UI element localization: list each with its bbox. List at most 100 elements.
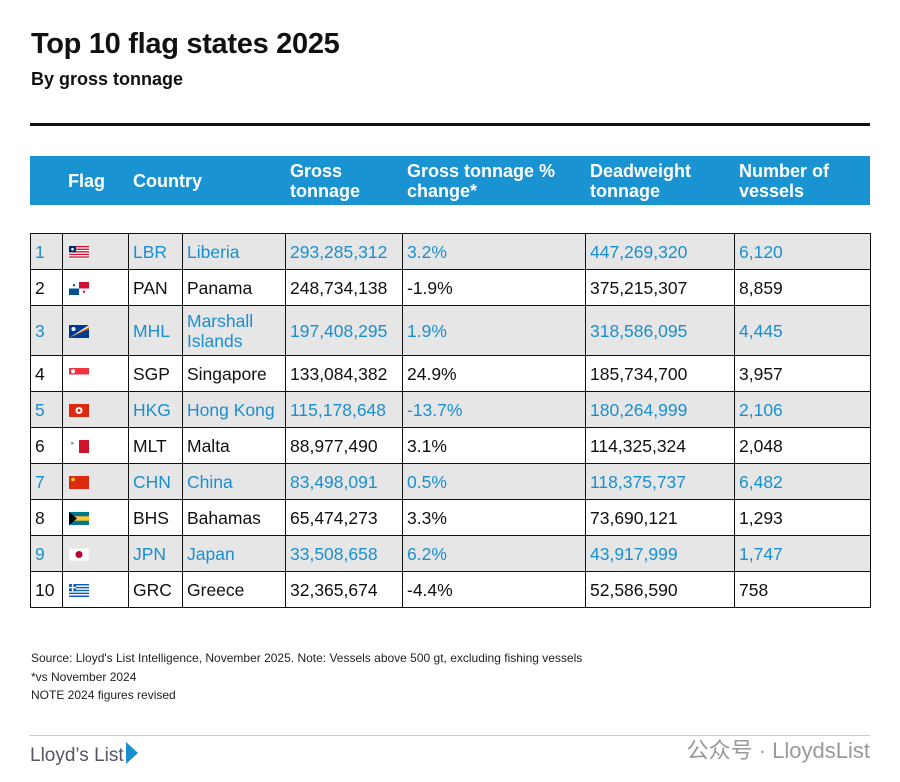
gross-tonnage-cell: 83,498,091 (285, 463, 403, 500)
header-deadweight: Deadweight tonnage (590, 161, 692, 201)
rank-cell: 4 (30, 355, 63, 392)
vessels-cell: 1,293 (734, 499, 871, 536)
flag-bhs-icon (69, 512, 89, 526)
table-row: 7 CHN China 83,498,091 0.5% 118,375,737 6,482 (30, 463, 871, 500)
flag-mlt-icon (69, 440, 89, 454)
vessels-cell: 3,957 (734, 355, 871, 392)
deadweight-cell: 318,586,095 (585, 305, 735, 356)
flag-cell (62, 233, 129, 270)
flag-chn-icon (69, 476, 89, 490)
source-note: Source: Lloyd's List Intelligence, Novem… (31, 651, 583, 665)
deadweight-cell: 185,734,700 (585, 355, 735, 392)
code-cell: JPN (128, 535, 183, 572)
rank-cell: 9 (30, 535, 63, 572)
vessels-cell: 2,048 (734, 427, 871, 464)
footer-divider (30, 735, 870, 736)
gross-tonnage-cell: 65,474,273 (285, 499, 403, 536)
code-cell: SGP (128, 355, 183, 392)
gt-change-cell: 3.2% (402, 233, 586, 270)
table-row: 2 PAN Panama 248,734,138 -1.9% 375,215,307 8,8… (30, 269, 871, 306)
logo-text: Lloyd’s List (30, 745, 124, 766)
rank-cell: 10 (30, 571, 63, 608)
rank-cell: 6 (30, 427, 63, 464)
page-title: Top 10 flag states 2025 (31, 28, 340, 60)
vessels-cell: 6,120 (734, 233, 871, 270)
flag-cell (62, 269, 129, 306)
country-cell: China (182, 463, 286, 500)
deadweight-cell: 180,264,999 (585, 391, 735, 428)
gt-change-cell: -4.4% (402, 571, 586, 608)
flag-lbr-icon (69, 246, 89, 260)
table-row: 5 HKG Hong Kong 115,178,648 -13.7% 180,264,99… (30, 391, 871, 428)
flag-cell (62, 499, 129, 536)
table-header: Flag Country Gross tonnage Gross tonnage… (30, 156, 870, 205)
flag-cell (62, 391, 129, 428)
gross-tonnage-cell: 293,285,312 (285, 233, 403, 270)
deadweight-cell: 52,586,590 (585, 571, 735, 608)
table-row: 8 BHS Bahamas 65,474,273 3.3% 73,690,121 1,293 (30, 499, 871, 536)
rank-cell: 5 (30, 391, 63, 428)
rank-cell: 7 (30, 463, 63, 500)
country-cell: Liberia (182, 233, 286, 270)
country-cell: Greece (182, 571, 286, 608)
gross-tonnage-cell: 88,977,490 (285, 427, 403, 464)
deadweight-cell: 118,375,737 (585, 463, 735, 500)
flag-cell (62, 463, 129, 500)
header-vessels: Number of vessels (739, 161, 829, 201)
flag-cell (62, 427, 129, 464)
header-flag: Flag (68, 171, 106, 191)
table-row: 3 MHL Marshall Islands 197,408,295 1.9% 318,5… (30, 305, 871, 356)
rank-cell: 8 (30, 499, 63, 536)
code-cell: HKG (128, 391, 183, 428)
deadweight-cell: 114,325,324 (585, 427, 735, 464)
code-cell: LBR (128, 233, 183, 270)
country-cell: Bahamas (182, 499, 286, 536)
deadweight-cell: 73,690,121 (585, 499, 735, 536)
country-cell: Marshall Islands (182, 305, 286, 356)
table-row: 1 LBR Liberia 293,285,312 3.2% 447,269,320 6,1… (30, 233, 871, 270)
vessels-cell: 8,859 (734, 269, 871, 306)
vessels-cell: 758 (734, 571, 871, 608)
gt-change-cell: 0.5% (402, 463, 586, 500)
rank-cell: 2 (30, 269, 63, 306)
flag-hkg-icon (69, 404, 89, 418)
comparison-note: *vs November 2024 (31, 669, 137, 684)
country-cell: Malta (182, 427, 286, 464)
flag-states-table: 1 LBR Liberia 293,285,312 3.2% 447,269,320 6,1… (30, 233, 871, 608)
deadweight-cell: 43,917,999 (585, 535, 735, 572)
code-cell: GRC (128, 571, 183, 608)
footnotes: Source: Lloyd's List Intelligence, Novem… (31, 649, 582, 705)
rank-cell: 1 (30, 233, 63, 270)
code-cell: BHS (128, 499, 183, 536)
gt-change-cell: -1.9% (402, 269, 586, 306)
table-row: 10 GRC Greece 32,365,674 -4.4% 52,586,590 758 (30, 571, 871, 608)
gross-tonnage-cell: 248,734,138 (285, 269, 403, 306)
vessels-cell: 4,445 (734, 305, 871, 356)
table-row: 6 MLT Malta 88,977,490 3.1% 114,325,324 2,048 (30, 427, 871, 464)
code-cell: PAN (128, 269, 183, 306)
deadweight-cell: 447,269,320 (585, 233, 735, 270)
code-cell: MLT (128, 427, 183, 464)
code-cell: MHL (128, 305, 183, 356)
country-cell: Japan (182, 535, 286, 572)
gt-change-cell: 6.2% (402, 535, 586, 572)
gt-change-cell: 3.3% (402, 499, 586, 536)
flag-cell (62, 305, 129, 356)
vessels-cell: 2,106 (734, 391, 871, 428)
vessels-cell: 6,482 (734, 463, 871, 500)
gt-change-cell: 3.1% (402, 427, 586, 464)
header-gross-tonnage: Gross tonnage (290, 161, 360, 201)
flag-cell (62, 355, 129, 392)
flag-pan-icon (69, 282, 89, 296)
watermark: 公众号 · LloydsList (686, 738, 870, 763)
gt-change-cell: 1.9% (402, 305, 586, 356)
flag-grc-icon (69, 584, 89, 598)
gt-change-cell: 24.9% (402, 355, 586, 392)
gross-tonnage-cell: 133,084,382 (285, 355, 403, 392)
revision-note: NOTE 2024 figures revised (31, 688, 176, 702)
flag-mhl-icon (69, 325, 89, 339)
table-row: 9 JPN Japan 33,508,658 6.2% 43,917,999 1,747 (30, 535, 871, 572)
header-gt-change: Gross tonnage % change* (407, 161, 556, 201)
header-country: Country (133, 171, 202, 191)
gt-change-cell: -13.7% (402, 391, 586, 428)
